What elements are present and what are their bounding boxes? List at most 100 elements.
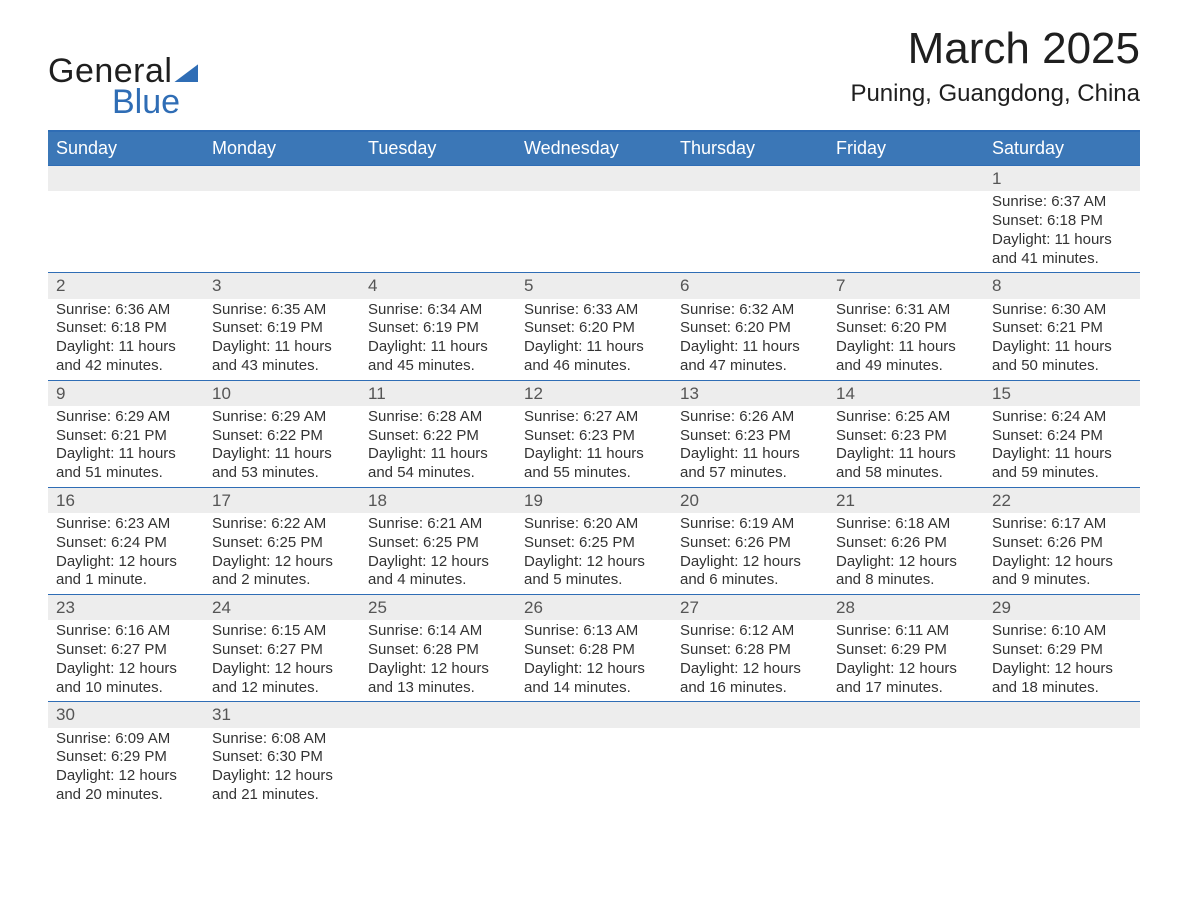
day-number: 5 [516, 273, 672, 298]
sunset-line: Sunset: 6:20 PM [680, 319, 820, 338]
sunrise-line: Sunrise: 6:11 AM [836, 622, 976, 641]
sunrise-line: Sunrise: 6:24 AM [992, 408, 1132, 427]
day-details: Sunrise: 6:16 AMSunset: 6:27 PMDaylight:… [48, 620, 204, 701]
calendar-cell: 14Sunrise: 6:25 AMSunset: 6:23 PMDayligh… [828, 380, 984, 487]
day-details: Sunrise: 6:12 AMSunset: 6:28 PMDaylight:… [672, 620, 828, 701]
day-number [360, 702, 516, 727]
day-details [360, 191, 516, 261]
day-number: 24 [204, 595, 360, 620]
day-details: Sunrise: 6:23 AMSunset: 6:24 PMDaylight:… [48, 513, 204, 594]
day-number: 26 [516, 595, 672, 620]
day-details [672, 728, 828, 798]
calendar-cell: 24Sunrise: 6:15 AMSunset: 6:27 PMDayligh… [204, 594, 360, 701]
weekday-header-row: SundayMondayTuesdayWednesdayThursdayFrid… [48, 131, 1140, 165]
day-number: 18 [360, 488, 516, 513]
calendar-cell: 25Sunrise: 6:14 AMSunset: 6:28 PMDayligh… [360, 594, 516, 701]
day-number [516, 166, 672, 191]
day-details [48, 191, 204, 261]
day-number: 19 [516, 488, 672, 513]
sunset-line: Sunset: 6:29 PM [56, 748, 196, 767]
day-details: Sunrise: 6:17 AMSunset: 6:26 PMDaylight:… [984, 513, 1140, 594]
daylight-line: Daylight: 11 hours and 51 minutes. [56, 445, 196, 483]
day-number: 21 [828, 488, 984, 513]
sunrise-line: Sunrise: 6:18 AM [836, 515, 976, 534]
calendar-cell: 29Sunrise: 6:10 AMSunset: 6:29 PMDayligh… [984, 594, 1140, 701]
sunrise-line: Sunrise: 6:10 AM [992, 622, 1132, 641]
day-details: Sunrise: 6:18 AMSunset: 6:26 PMDaylight:… [828, 513, 984, 594]
sunrise-line: Sunrise: 6:14 AM [368, 622, 508, 641]
daylight-line: Daylight: 12 hours and 16 minutes. [680, 660, 820, 698]
day-number [48, 166, 204, 191]
daylight-line: Daylight: 12 hours and 10 minutes. [56, 660, 196, 698]
sunrise-calendar: SundayMondayTuesdayWednesdayThursdayFrid… [48, 130, 1140, 809]
calendar-cell [516, 701, 672, 808]
day-details [828, 728, 984, 798]
sunset-line: Sunset: 6:21 PM [56, 427, 196, 446]
brand-triangle-icon [174, 64, 198, 82]
calendar-cell: 16Sunrise: 6:23 AMSunset: 6:24 PMDayligh… [48, 487, 204, 594]
daylight-line: Daylight: 11 hours and 58 minutes. [836, 445, 976, 483]
sunrise-line: Sunrise: 6:28 AM [368, 408, 508, 427]
day-details [204, 191, 360, 261]
daylight-line: Daylight: 11 hours and 46 minutes. [524, 338, 664, 376]
day-number: 22 [984, 488, 1140, 513]
day-details: Sunrise: 6:25 AMSunset: 6:23 PMDaylight:… [828, 406, 984, 487]
sunset-line: Sunset: 6:26 PM [992, 534, 1132, 553]
day-details: Sunrise: 6:08 AMSunset: 6:30 PMDaylight:… [204, 728, 360, 809]
day-details: Sunrise: 6:24 AMSunset: 6:24 PMDaylight:… [984, 406, 1140, 487]
daylight-line: Daylight: 11 hours and 54 minutes. [368, 445, 508, 483]
day-number: 2 [48, 273, 204, 298]
sunrise-line: Sunrise: 6:21 AM [368, 515, 508, 534]
weekday-header: Friday [828, 131, 984, 165]
daylight-line: Daylight: 12 hours and 5 minutes. [524, 553, 664, 591]
calendar-cell: 22Sunrise: 6:17 AMSunset: 6:26 PMDayligh… [984, 487, 1140, 594]
day-details [516, 728, 672, 798]
calendar-week-row: 16Sunrise: 6:23 AMSunset: 6:24 PMDayligh… [48, 487, 1140, 594]
calendar-cell: 12Sunrise: 6:27 AMSunset: 6:23 PMDayligh… [516, 380, 672, 487]
day-details: Sunrise: 6:33 AMSunset: 6:20 PMDaylight:… [516, 299, 672, 380]
calendar-cell: 28Sunrise: 6:11 AMSunset: 6:29 PMDayligh… [828, 594, 984, 701]
sunrise-line: Sunrise: 6:31 AM [836, 301, 976, 320]
sunrise-line: Sunrise: 6:25 AM [836, 408, 976, 427]
calendar-cell: 23Sunrise: 6:16 AMSunset: 6:27 PMDayligh… [48, 594, 204, 701]
sunrise-line: Sunrise: 6:34 AM [368, 301, 508, 320]
day-details: Sunrise: 6:20 AMSunset: 6:25 PMDaylight:… [516, 513, 672, 594]
day-details: Sunrise: 6:19 AMSunset: 6:26 PMDaylight:… [672, 513, 828, 594]
sunset-line: Sunset: 6:28 PM [524, 641, 664, 660]
calendar-cell: 8Sunrise: 6:30 AMSunset: 6:21 PMDaylight… [984, 272, 1140, 379]
sunrise-line: Sunrise: 6:30 AM [992, 301, 1132, 320]
sunrise-line: Sunrise: 6:29 AM [212, 408, 352, 427]
day-number: 9 [48, 381, 204, 406]
sunset-line: Sunset: 6:27 PM [212, 641, 352, 660]
sunrise-line: Sunrise: 6:32 AM [680, 301, 820, 320]
daylight-line: Daylight: 11 hours and 57 minutes. [680, 445, 820, 483]
day-details: Sunrise: 6:36 AMSunset: 6:18 PMDaylight:… [48, 299, 204, 380]
sunset-line: Sunset: 6:28 PM [680, 641, 820, 660]
weekday-header: Saturday [984, 131, 1140, 165]
calendar-cell [48, 165, 204, 272]
sunset-line: Sunset: 6:30 PM [212, 748, 352, 767]
day-number [828, 166, 984, 191]
day-details: Sunrise: 6:10 AMSunset: 6:29 PMDaylight:… [984, 620, 1140, 701]
sunrise-line: Sunrise: 6:08 AM [212, 730, 352, 749]
daylight-line: Daylight: 11 hours and 50 minutes. [992, 338, 1132, 376]
sunrise-line: Sunrise: 6:35 AM [212, 301, 352, 320]
day-number: 3 [204, 273, 360, 298]
sunset-line: Sunset: 6:18 PM [992, 212, 1132, 231]
sunset-line: Sunset: 6:25 PM [368, 534, 508, 553]
sunrise-line: Sunrise: 6:23 AM [56, 515, 196, 534]
sunset-line: Sunset: 6:18 PM [56, 319, 196, 338]
day-number: 15 [984, 381, 1140, 406]
weekday-header: Thursday [672, 131, 828, 165]
daylight-line: Daylight: 11 hours and 45 minutes. [368, 338, 508, 376]
day-number: 17 [204, 488, 360, 513]
sunrise-line: Sunrise: 6:26 AM [680, 408, 820, 427]
daylight-line: Daylight: 12 hours and 1 minute. [56, 553, 196, 591]
day-number: 12 [516, 381, 672, 406]
day-number [360, 166, 516, 191]
sunset-line: Sunset: 6:23 PM [524, 427, 664, 446]
day-number: 11 [360, 381, 516, 406]
sunrise-line: Sunrise: 6:15 AM [212, 622, 352, 641]
day-number [672, 702, 828, 727]
sunset-line: Sunset: 6:20 PM [836, 319, 976, 338]
